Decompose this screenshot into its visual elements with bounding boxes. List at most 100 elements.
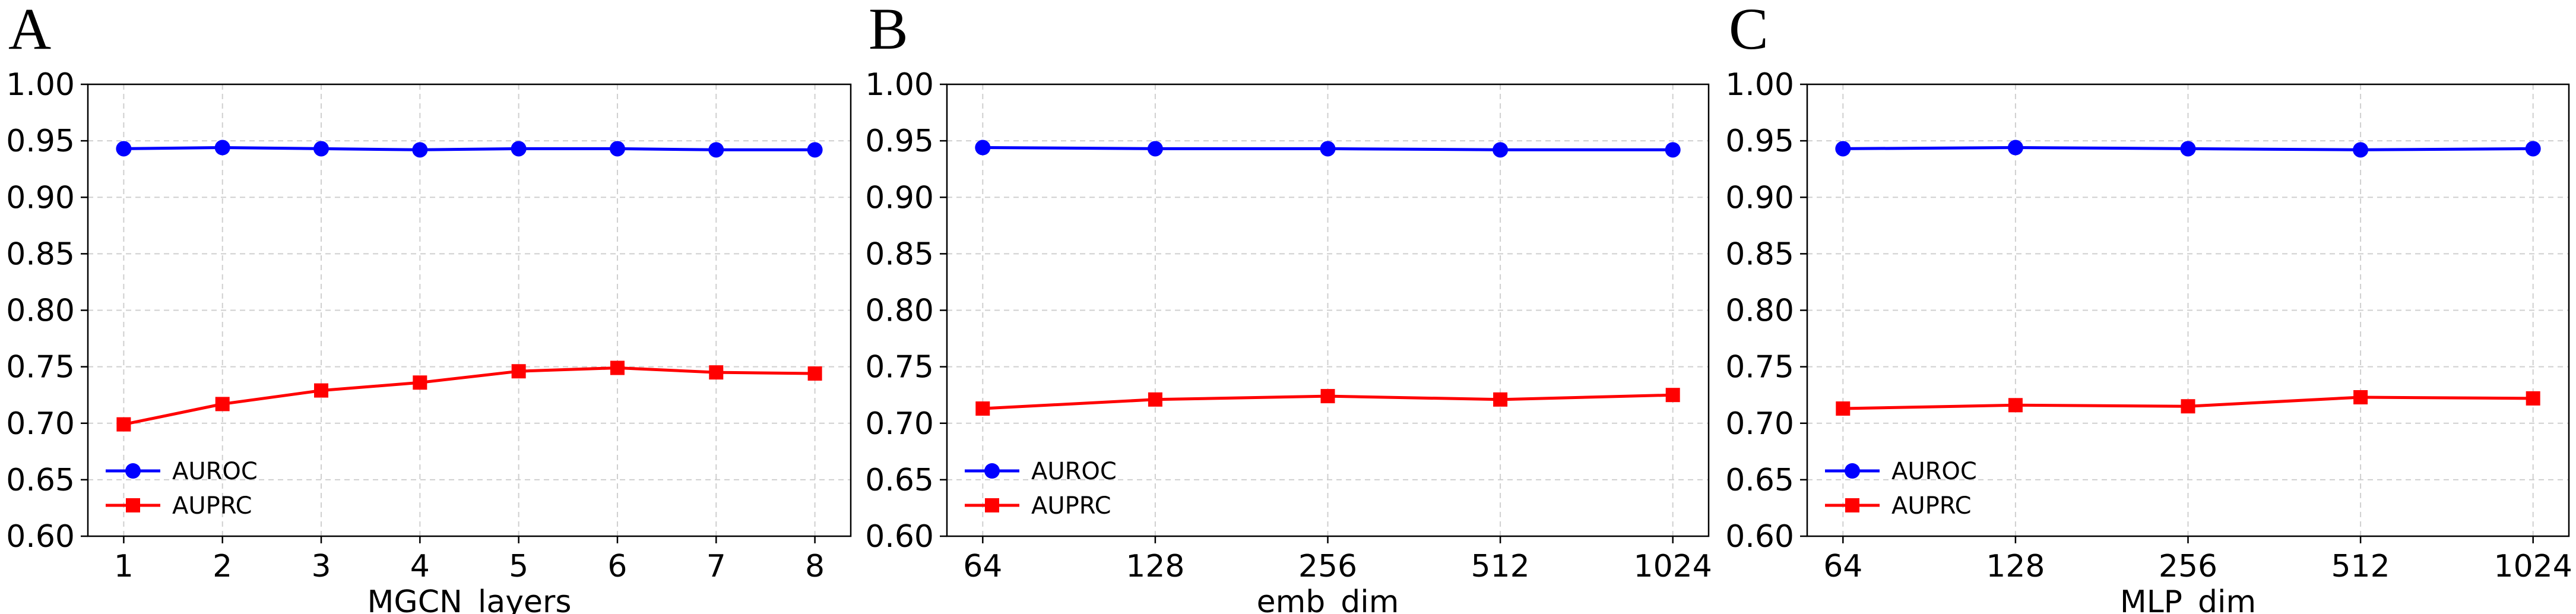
chart-panel-a: A 0.60 0.65 0.70 0.75 0.80 0.85 0.90 0.95 1.00 1 2 3… [6,0,852,614]
data-point-auprc [1148,392,1162,407]
legend-marker [125,463,141,479]
y-tick-label: 0.70 [1725,406,1794,442]
y-tick-label: 0.65 [6,463,75,498]
y-tick-label: 0.95 [6,124,75,159]
y-tick-label: 0.95 [865,124,934,159]
legend-label: AUPRC [1031,492,1111,520]
legend-marker [126,498,140,512]
data-point-auprc [2008,398,2023,413]
y-tick-label: 0.60 [1725,519,1794,555]
y-tick-label: 0.90 [6,180,75,216]
series-line-auprc [123,366,815,426]
y-tick-label: 0.95 [1725,124,1794,159]
data-point-auroc [313,141,329,157]
plot-frame [946,83,1710,537]
legend-label: AUROC [1031,458,1117,485]
series-auprc [975,388,1680,416]
y-tick-label: 0.85 [1725,236,1794,272]
series-auprc [116,360,822,432]
data-point-auroc [116,141,132,157]
x-tick-label: 64 [963,549,1002,584]
data-point-auprc [1320,389,1335,404]
data-point-auroc [2525,141,2541,157]
data-point-auprc [975,401,990,416]
x-tick-label: 5 [509,549,528,584]
series-auroc [975,140,1681,158]
data-point-auroc [1665,142,1681,158]
y-tick-label: 0.80 [6,293,75,329]
data-point-auprc [1665,388,1680,403]
x-tick-label: 64 [1823,549,1862,584]
plot-frame [1806,83,2570,537]
legend-marker [984,463,1000,479]
legend: AUROC AUPRC [965,458,1117,520]
data-point-auprc [709,365,724,380]
y-tick-label: 0.80 [865,293,934,329]
series-line-auroc [123,145,815,151]
chart-panel-c: C 0.60 0.65 0.70 0.75 0.80 0.85 0.90 0.95 1.00 64 1… [1725,0,2572,614]
x-tick-label: 512 [1471,549,1529,584]
y-tick-label: 0.80 [1725,293,1794,329]
y-tick-label: 0.75 [6,350,75,385]
data-point-auprc [2526,391,2540,406]
x-tick-label: 8 [805,549,825,584]
data-point-auroc [1147,141,1163,157]
data-point-auroc [807,142,823,158]
series-auroc [1835,140,2541,158]
y-tick-label: 0.85 [865,236,934,272]
panel-letter: C [1729,0,1769,62]
panel-letter: A [8,0,51,62]
data-point-auprc [2353,390,2368,404]
data-point-auroc [1493,142,1509,158]
legend: AUROC AUPRC [106,458,258,520]
y-tick-label: 0.70 [6,406,75,442]
plot-frame [87,83,852,537]
y-tick-label: 1.00 [1725,67,1794,103]
x-tick-label: 1024 [1634,549,1712,584]
x-tick-label: 128 [1126,549,1184,584]
series-auroc [116,140,823,158]
chart-panel-b: B 0.60 0.65 0.70 0.75 0.80 0.85 0.90 0.95 1.00 64 1… [865,0,1712,614]
x-axis-label: MGCN_layers [367,584,572,614]
data-point-auprc [610,360,625,375]
legend-label: AUPRC [172,492,252,520]
x-axis-label: emb_dim [1257,584,1399,614]
legend-label: AUROC [172,458,258,485]
data-point-auprc [116,417,131,432]
x-tick-label: 128 [1986,549,2045,584]
y-tick-label: 1.00 [6,67,75,103]
legend-marker [985,498,999,512]
x-tick-label: 1024 [2494,549,2572,584]
x-tick-label: 4 [410,549,430,584]
data-point-auprc [314,383,329,398]
y-tick-label: 0.65 [1725,463,1794,498]
x-axis-label: MLP_dim [2120,584,2256,614]
legend-marker [1845,498,1859,512]
y-tick-label: 0.75 [865,350,934,385]
y-tick-label: 0.60 [6,519,75,555]
data-point-auprc [2181,399,2195,414]
data-point-auprc [807,366,822,381]
data-point-auprc [1836,401,1851,416]
x-tick-label: 256 [2159,549,2217,584]
y-tick-label: 0.60 [865,519,934,555]
data-point-auprc [1493,392,1508,407]
data-point-auroc [609,141,625,157]
x-tick-label: 3 [311,549,331,584]
y-tick-label: 0.75 [1725,350,1794,385]
data-point-auprc [413,375,427,390]
x-tick-label: 1 [114,549,134,584]
y-tick-label: 0.90 [1725,180,1794,216]
data-point-auroc [2180,141,2196,157]
x-tick-label: 256 [1298,549,1357,584]
data-point-auroc [708,142,724,158]
data-point-auroc [975,140,991,156]
y-tick-label: 0.65 [865,463,934,498]
panel-letter: B [869,0,908,62]
data-point-auroc [2007,140,2023,156]
data-point-auroc [2353,142,2369,158]
data-point-auprc [215,397,230,412]
x-tick-label: 7 [706,549,726,584]
x-tick-label: 6 [607,549,627,584]
